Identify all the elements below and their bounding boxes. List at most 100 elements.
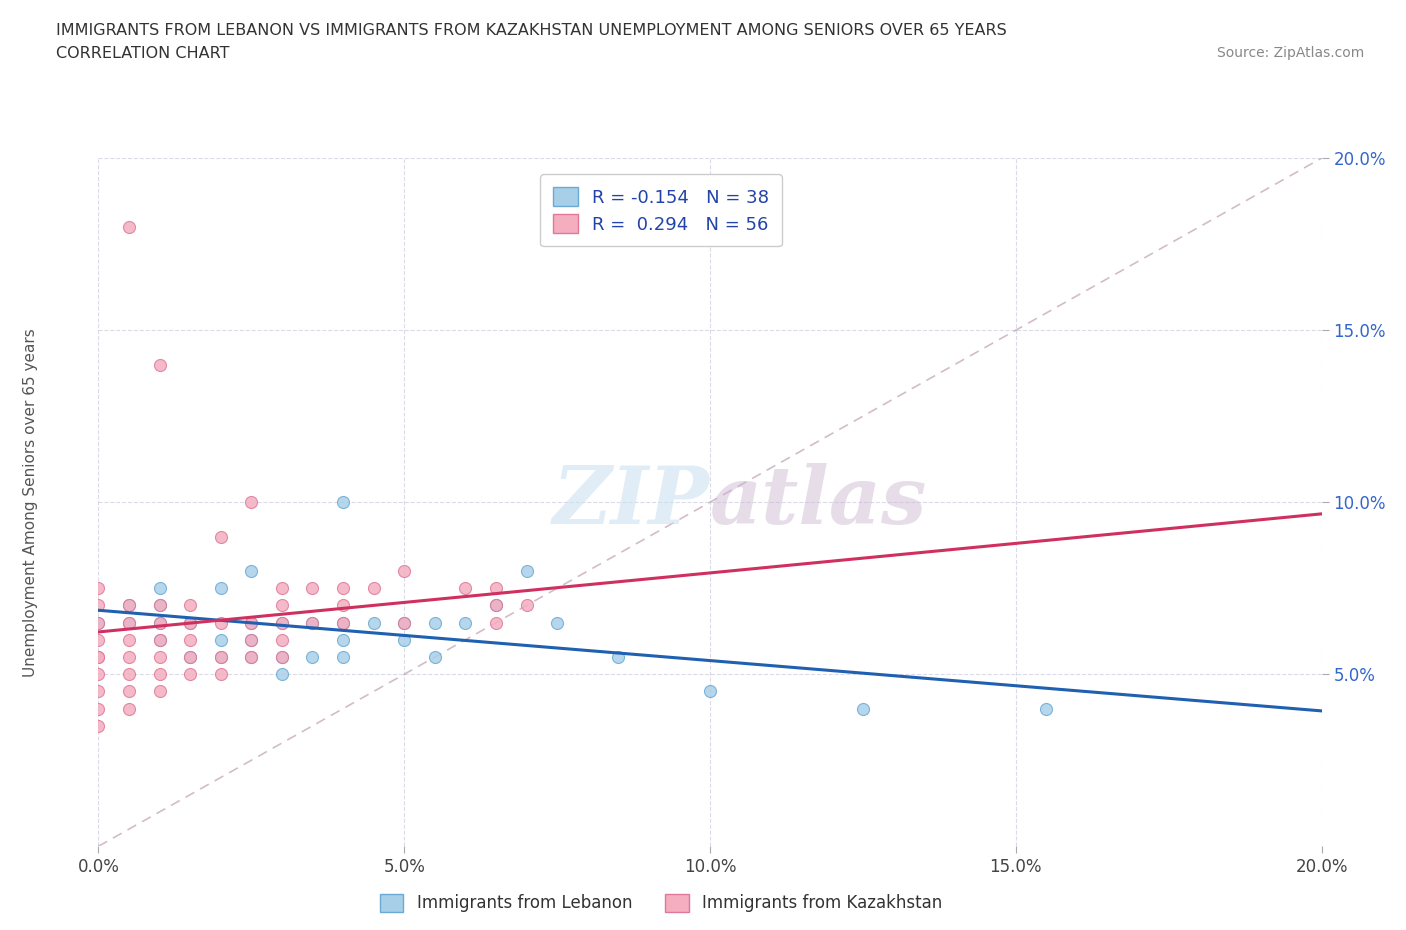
Point [87, 718, 110, 733]
Point [852, 701, 875, 716]
Point [179, 632, 201, 647]
Point [240, 616, 263, 631]
Point [301, 616, 323, 631]
Point [270, 616, 292, 631]
Point [240, 650, 263, 665]
Point [270, 598, 292, 613]
Point [332, 632, 354, 647]
Text: IMMIGRANTS FROM LEBANON VS IMMIGRANTS FROM KAZAKHSTAN UNEMPLOYMENT AMONG SENIORS: IMMIGRANTS FROM LEBANON VS IMMIGRANTS FR… [56, 23, 1007, 38]
Point [240, 564, 263, 578]
Point [240, 495, 263, 510]
Point [87, 650, 110, 665]
Point [118, 632, 141, 647]
Point [301, 580, 323, 596]
Point [209, 580, 232, 596]
Point [209, 616, 232, 631]
Point [149, 650, 172, 665]
Point [301, 650, 323, 665]
Point [454, 580, 477, 596]
Legend: Immigrants from Lebanon, Immigrants from Kazakhstan: Immigrants from Lebanon, Immigrants from… [371, 885, 950, 921]
Point [607, 650, 630, 665]
Point [392, 564, 416, 578]
Point [363, 616, 385, 631]
Text: CORRELATION CHART: CORRELATION CHART [56, 46, 229, 61]
Point [270, 632, 292, 647]
Point [332, 616, 354, 631]
Point [240, 650, 263, 665]
Point [423, 616, 446, 631]
Point [149, 616, 172, 631]
Point [149, 598, 172, 613]
Point [118, 616, 141, 631]
Point [118, 667, 141, 682]
Point [209, 529, 232, 544]
Point [149, 667, 172, 682]
Point [149, 632, 172, 647]
Point [485, 598, 508, 613]
Point [699, 684, 721, 699]
Point [149, 598, 172, 613]
Point [209, 650, 232, 665]
Point [87, 684, 110, 699]
Point [240, 616, 263, 631]
Point [118, 219, 141, 234]
Point [179, 598, 201, 613]
Point [454, 616, 477, 631]
Point [485, 598, 508, 613]
Point [485, 580, 508, 596]
Point [546, 616, 568, 631]
Point [332, 650, 354, 665]
Point [301, 616, 323, 631]
Point [179, 616, 201, 631]
Point [87, 667, 110, 682]
Point [332, 495, 354, 510]
Point [363, 580, 385, 596]
Point [118, 598, 141, 613]
Text: Unemployment Among Seniors over 65 years: Unemployment Among Seniors over 65 years [24, 328, 38, 677]
Point [270, 580, 292, 596]
Point [423, 650, 446, 665]
Point [118, 684, 141, 699]
Point [392, 632, 416, 647]
Point [118, 598, 141, 613]
Point [87, 616, 110, 631]
Point [87, 580, 110, 596]
Point [149, 616, 172, 631]
Point [270, 616, 292, 631]
Point [240, 632, 263, 647]
Point [87, 650, 110, 665]
Point [209, 667, 232, 682]
Point [332, 598, 354, 613]
Point [149, 580, 172, 596]
Point [118, 701, 141, 716]
Point [87, 632, 110, 647]
Point [332, 580, 354, 596]
Point [179, 650, 201, 665]
Point [87, 598, 110, 613]
Point [209, 632, 232, 647]
Point [392, 616, 416, 631]
Point [516, 564, 538, 578]
Point [1035, 701, 1057, 716]
Point [149, 632, 172, 647]
Text: atlas: atlas [710, 463, 928, 541]
Point [118, 650, 141, 665]
Point [179, 616, 201, 631]
Point [516, 598, 538, 613]
Point [392, 616, 416, 631]
Point [179, 650, 201, 665]
Point [270, 667, 292, 682]
Text: Source: ZipAtlas.com: Source: ZipAtlas.com [1216, 46, 1364, 60]
Point [209, 650, 232, 665]
Point [270, 650, 292, 665]
Point [179, 667, 201, 682]
Text: ZIP: ZIP [553, 463, 710, 541]
Point [149, 357, 172, 372]
Point [87, 616, 110, 631]
Point [87, 701, 110, 716]
Point [332, 616, 354, 631]
Point [149, 684, 172, 699]
Point [118, 616, 141, 631]
Point [485, 616, 508, 631]
Point [240, 632, 263, 647]
